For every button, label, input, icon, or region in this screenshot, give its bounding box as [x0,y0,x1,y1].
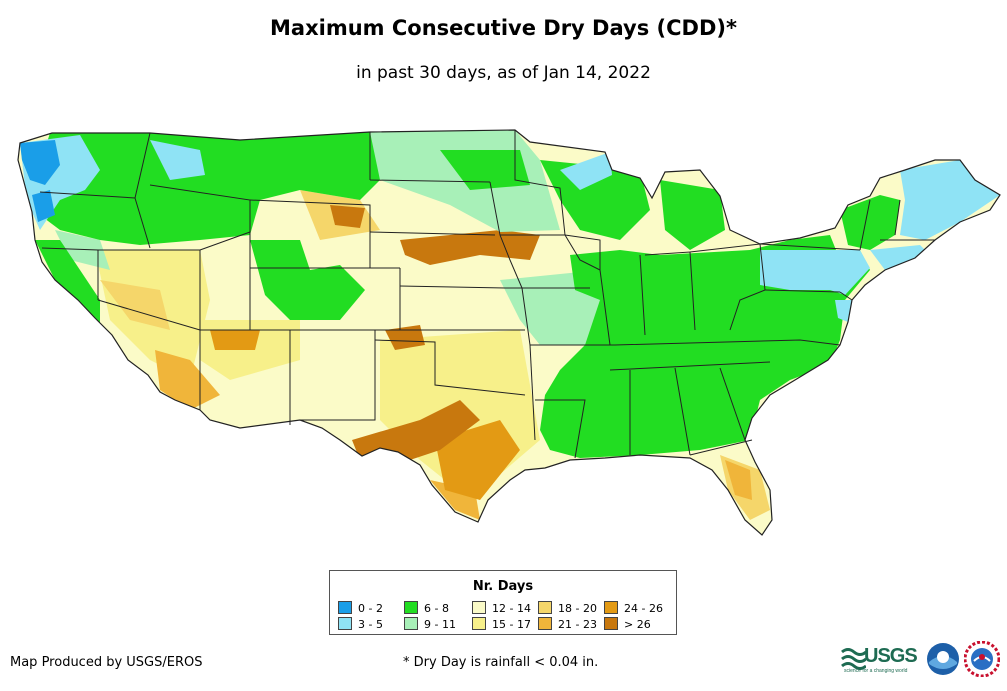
legend-item: 21 - 23 [538,617,597,631]
legend-swatch [472,617,486,630]
legend-item: 12 - 14 [472,601,531,615]
legend-item: 6 - 8 [404,601,449,615]
legend-swatch [338,601,352,614]
conus-dry-days-map [17,129,1001,536]
legend-swatch [404,617,418,630]
legend-swatch [604,601,618,614]
legend-item: 15 - 17 [472,617,531,631]
legend-title: Nr. Days [472,579,534,594]
noaa-logo-icon [927,643,959,675]
legend-swatch [472,601,486,614]
legend-swatch [338,617,352,630]
legend-swatch [538,601,552,614]
legend-swatch [538,617,552,630]
dry-day-footnote: * Dry Day is rainfall < 0.04 in. [403,655,599,670]
legend-item: 0 - 2 [338,601,383,615]
legend-item: > 26 [604,617,651,631]
legend-item: 24 - 26 [604,601,663,615]
legend-swatch [404,601,418,614]
legend-item: 3 - 5 [338,617,383,631]
agency-logos: USGS science for a changing world [840,638,1000,680]
legend-swatch [604,617,618,630]
legend: Nr. Days 0 - 2 3 - 5 6 - 8 9 - 11 12 - 1… [329,570,677,635]
map-credit: Map Produced by USGS/EROS [10,655,203,670]
legend-item: 18 - 20 [538,601,597,615]
map-title: Maximum Consecutive Dry Days (CDD)* [270,16,737,40]
usgs-tagline: science for a changing world [844,668,908,674]
map-subtitle: in past 30 days, as of Jan 14, 2022 [356,63,651,83]
usgs-logo-text: USGS [864,645,918,667]
legend-item: 9 - 11 [404,617,456,631]
nws-logo-icon [964,641,1000,677]
usgs-wave-icon [841,648,866,670]
